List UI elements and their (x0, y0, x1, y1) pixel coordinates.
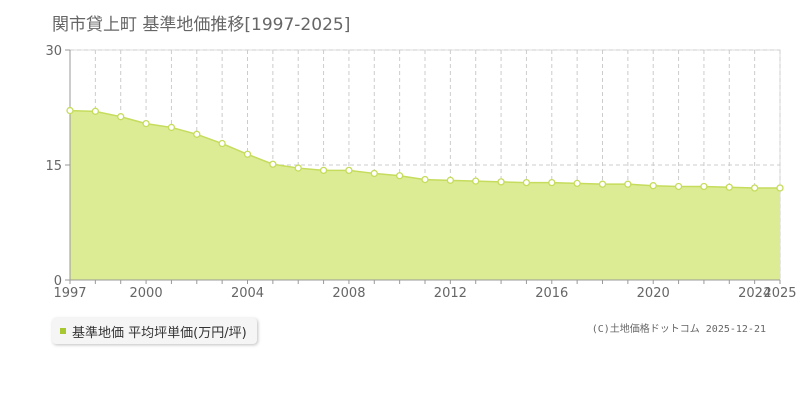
data-point (319, 166, 328, 175)
x-tick-label: 2020 (637, 286, 670, 301)
data-point (522, 178, 531, 187)
copyright-text: (C)土地価格ドットコム 2025-12-21 (591, 324, 766, 335)
data-point (345, 166, 353, 175)
data-point (472, 177, 480, 185)
y-tick-label: 0 (54, 274, 62, 289)
legend-label: 基準地価 平均坪単価(万円/坪) (72, 325, 247, 341)
data-point (167, 123, 176, 132)
data-point (117, 113, 125, 121)
data-point (725, 183, 733, 191)
data-point (649, 182, 657, 190)
y-tick-label: 30 (45, 44, 62, 59)
data-point (66, 106, 74, 115)
data-point (294, 164, 302, 172)
data-point (446, 176, 455, 184)
data-point (421, 175, 429, 184)
legend-swatch (60, 328, 66, 334)
x-tick-label: 2008 (332, 286, 365, 301)
x-tick-label: 2012 (434, 286, 467, 301)
price-area (70, 110, 780, 280)
legend: 基準地価 平均坪単価(万円/坪) (52, 318, 257, 344)
data-point (624, 180, 632, 188)
data-point (776, 184, 784, 192)
data-points (66, 106, 784, 192)
data-point (395, 172, 404, 180)
y-tick-label: 15 (45, 159, 62, 174)
data-point (370, 169, 378, 178)
data-point (750, 184, 759, 192)
data-point (548, 178, 556, 187)
data-point (598, 180, 607, 188)
data-point (700, 182, 708, 191)
axes (65, 49, 781, 284)
data-point (573, 179, 581, 188)
chart-title: 関市貸上町 基準地価推移[1997-2025] (52, 15, 351, 35)
data-point (674, 182, 683, 191)
data-point (269, 160, 277, 168)
x-tick-label: 2000 (130, 286, 163, 301)
data-point (142, 119, 150, 128)
data-point (218, 139, 226, 148)
x-tick-label: 2024 (738, 286, 771, 301)
x-tick-label: 1997 (53, 286, 86, 301)
data-point (243, 150, 252, 158)
data-point (91, 107, 100, 115)
x-tick-label: 2025 (763, 286, 796, 301)
x-tick-label: 2016 (535, 286, 568, 301)
x-tick-label: 2004 (231, 286, 264, 301)
data-point (497, 178, 505, 186)
data-point (193, 130, 201, 138)
y-tick-labels: 0 15 30 (45, 44, 62, 289)
